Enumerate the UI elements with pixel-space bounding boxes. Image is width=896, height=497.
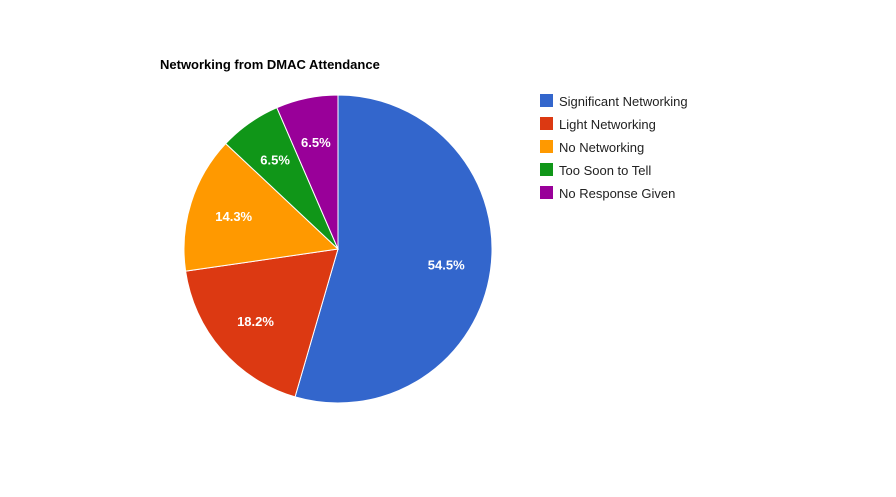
slice-label: 14.3% xyxy=(215,209,252,224)
legend-swatch xyxy=(540,140,553,153)
slice-label: 6.5% xyxy=(260,153,290,168)
pie-slice-3[interactable] xyxy=(183,142,340,272)
legend-swatch xyxy=(540,186,553,199)
legend-swatch xyxy=(540,94,553,107)
legend-item[interactable]: Light Networking xyxy=(559,117,656,132)
slice-label: 18.2% xyxy=(237,314,274,329)
legend-item[interactable]: Too Soon to Tell xyxy=(559,163,651,178)
chart-title: Networking from DMAC Attendance xyxy=(160,57,380,72)
legend-item[interactable]: No Response Given xyxy=(559,186,675,201)
pie-slice-5[interactable] xyxy=(276,94,339,250)
legend-swatch xyxy=(540,117,553,130)
legend-item[interactable]: Significant Networking xyxy=(559,94,688,109)
slice-label: 6.5% xyxy=(301,135,331,150)
slice-label: 54.5% xyxy=(428,257,465,272)
legend-swatch xyxy=(540,163,553,176)
pie-slice-1[interactable] xyxy=(294,94,493,404)
pie-slice-2[interactable] xyxy=(185,248,339,398)
legend-item[interactable]: No Networking xyxy=(559,140,644,155)
